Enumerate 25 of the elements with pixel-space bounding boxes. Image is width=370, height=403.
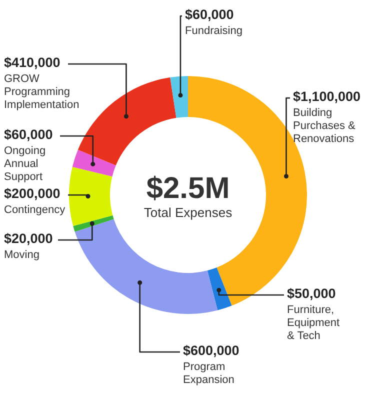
- donut-slice: [207, 268, 232, 310]
- slice-label: Fundraising: [185, 25, 242, 37]
- donut-slice: [170, 76, 188, 118]
- donut-slice: [73, 215, 114, 232]
- slice-label: Ongoing Annual Support: [4, 145, 46, 183]
- text: $2.5M: [146, 172, 230, 205]
- donut-slice: [69, 166, 113, 226]
- data-label: $1,100,000: [293, 89, 361, 104]
- slice-label: Furniture, Equipment & Tech: [287, 304, 340, 342]
- slice-label: Program Expansion: [183, 361, 234, 386]
- slice-label: Moving: [4, 249, 40, 261]
- donut-slice: [78, 77, 176, 166]
- slice-label: Contingency: [4, 204, 66, 216]
- data-label: $600,000: [183, 343, 240, 358]
- slice-label: GROW Programming Implementation: [4, 73, 80, 111]
- text: Total Expenses: [144, 205, 233, 220]
- donut-slice: [74, 219, 218, 314]
- data-label: $200,000: [4, 186, 60, 201]
- data-label: $20,000: [4, 231, 53, 246]
- data-label: $60,000: [4, 127, 53, 142]
- data-label: $50,000: [287, 286, 336, 301]
- data-label: $60,000: [185, 7, 234, 22]
- donut-slice: [72, 150, 116, 177]
- data-label: $410,000: [4, 55, 60, 70]
- slice-label: Building Purchases & Renovations: [293, 107, 356, 145]
